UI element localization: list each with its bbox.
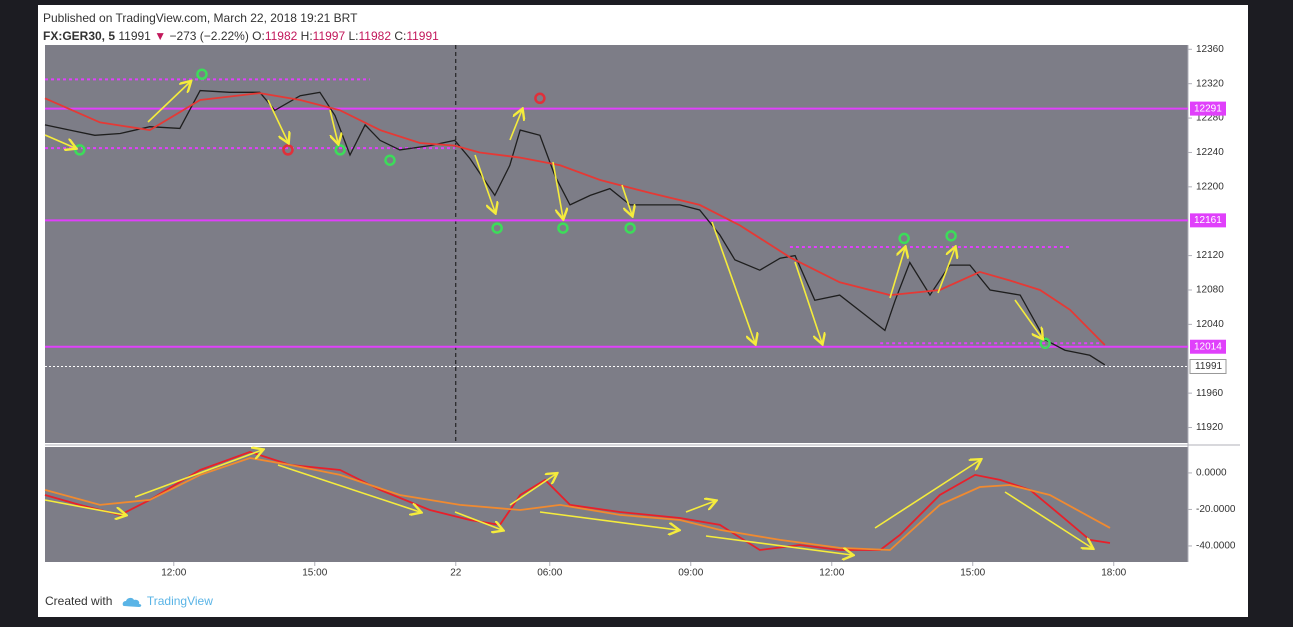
y-tick-label: 11960 — [1196, 388, 1224, 399]
symbol: FX:GER30, 5 — [43, 29, 116, 43]
arrow — [1004, 491, 1092, 548]
arrow — [267, 99, 288, 142]
arrow — [44, 499, 125, 515]
level-label-box — [1190, 101, 1226, 116]
published-line: Published on TradingView.com, March 22, … — [43, 11, 357, 25]
x-tick-label: 15:00 — [302, 568, 327, 579]
arrow — [552, 161, 563, 218]
created-with: Created with — [45, 594, 113, 608]
y-tick-label: 12320 — [1196, 78, 1224, 89]
price-pane — [45, 45, 1188, 443]
low-label: L: — [348, 29, 359, 43]
high: 11997 — [312, 29, 346, 43]
x-tick-label: 12:00 — [819, 568, 844, 579]
level-label-box — [1190, 339, 1226, 354]
series-line — [44, 457, 1111, 551]
x-tick-label: 09:00 — [678, 568, 703, 579]
y-tick-label: 12200 — [1196, 181, 1224, 192]
arrow — [539, 511, 678, 530]
open: 11982 — [264, 29, 298, 43]
x-tick-label: 06:00 — [537, 568, 562, 579]
arrow — [509, 474, 556, 506]
change: −273 (−2.22%) — [169, 29, 249, 43]
symbol-line: FX:GER30, 5 11991 ▼ −273 (−2.22%) O:1198… — [43, 29, 439, 43]
signal — [196, 68, 208, 80]
arrow — [685, 501, 715, 513]
level-label-box — [1190, 213, 1226, 228]
y-tick-label: 0.0000 — [1196, 468, 1227, 479]
close: 11991 — [406, 29, 439, 43]
y-tick-label: 12240 — [1196, 147, 1224, 158]
series-line — [44, 92, 1106, 346]
y-tick-label: 12360 — [1196, 44, 1224, 55]
y-tick-label: 12080 — [1196, 285, 1224, 296]
footer: Created with TradingView — [45, 594, 213, 608]
signal — [384, 154, 396, 166]
direction: ▼ — [154, 29, 167, 43]
signal — [557, 222, 569, 234]
level-label: 12014 — [1194, 341, 1222, 352]
arrow — [474, 154, 495, 212]
arrow — [889, 248, 905, 299]
y-tick-label: 12280 — [1196, 113, 1224, 124]
signal — [534, 92, 546, 105]
series-line — [44, 89, 1106, 366]
low: 11982 — [358, 29, 391, 43]
y-tick-label: -40.0000 — [1196, 541, 1236, 552]
arrow — [509, 110, 522, 141]
signal — [945, 230, 957, 242]
annotation-arrows — [44, 82, 1092, 555]
arrow — [147, 82, 190, 123]
arrow — [937, 248, 955, 294]
last-price-label: 11991 — [1195, 361, 1223, 372]
x-tick-label: 15:00 — [960, 568, 985, 579]
published: Published on TradingView.com, March 22, … — [43, 11, 358, 25]
signal — [491, 222, 503, 234]
last-price: 11991 — [118, 29, 151, 43]
y-tick-label: 12120 — [1196, 250, 1224, 261]
open-label: O: — [252, 29, 265, 43]
high-label: H: — [300, 29, 313, 43]
x-tick-label: 22 — [450, 568, 462, 579]
arrow — [454, 511, 502, 530]
y-tick-label: 11920 — [1196, 422, 1224, 433]
signal — [624, 222, 636, 234]
arrow — [329, 109, 338, 143]
arrow — [705, 535, 852, 555]
arrow — [44, 134, 75, 148]
y-tick-label: 12040 — [1196, 319, 1224, 330]
arrow — [277, 464, 420, 512]
arrow — [1014, 299, 1042, 338]
arrow — [874, 460, 980, 529]
brand: TradingView — [146, 594, 213, 608]
logo — [122, 597, 141, 607]
x-tick-label: 12:00 — [161, 568, 186, 579]
close-label: C: — [394, 29, 407, 43]
oscillator-pane — [45, 447, 1188, 562]
y-tick-label: -20.0000 — [1196, 504, 1236, 515]
arrow — [621, 184, 632, 215]
last-price-box — [1189, 358, 1227, 374]
arrow — [794, 261, 822, 343]
arrow — [134, 450, 262, 498]
level-label: 12291 — [1194, 103, 1222, 114]
series-line — [44, 450, 1111, 551]
x-tick-label: 18:00 — [1101, 568, 1126, 579]
arrow — [711, 221, 755, 343]
signal — [1039, 337, 1051, 350]
level-label: 12161 — [1194, 215, 1222, 226]
signal — [898, 232, 910, 245]
